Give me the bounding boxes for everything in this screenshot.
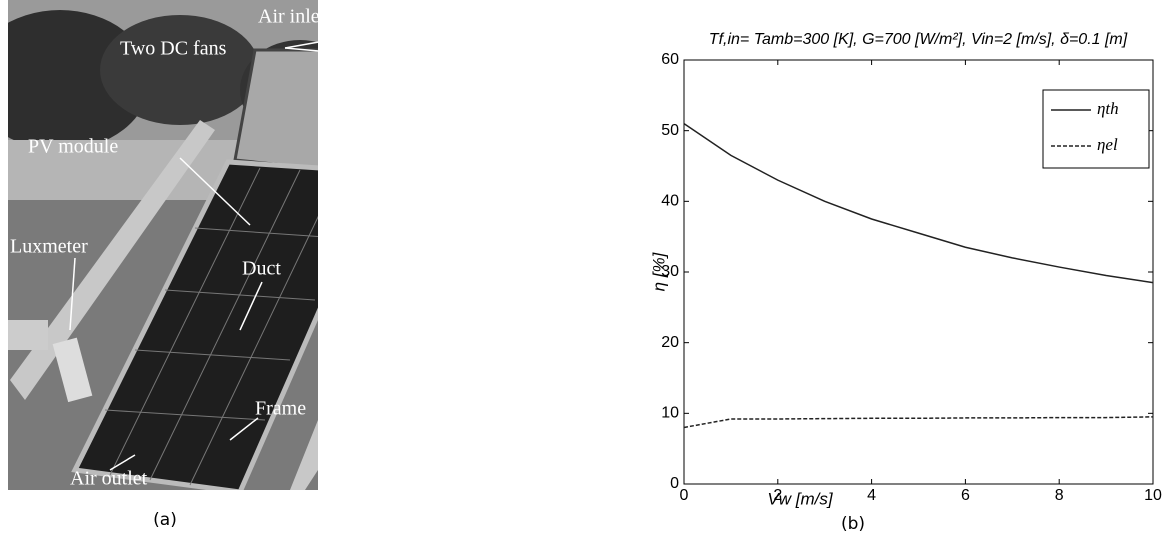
y-tick-label: 30 bbox=[661, 263, 679, 280]
x-tick-label: 10 bbox=[1144, 487, 1162, 504]
y-tick-label: 0 bbox=[670, 475, 679, 492]
x-tick-label: 6 bbox=[961, 487, 970, 504]
y-axis-label: η [%] bbox=[649, 251, 668, 291]
caption: (b) bbox=[841, 514, 865, 534]
x-tick-label: 2 bbox=[773, 487, 782, 504]
photo-label: Air outlet bbox=[70, 468, 148, 490]
y-tick-label: 60 bbox=[661, 51, 679, 68]
leader-lines bbox=[69, 39, 331, 471]
series-line bbox=[683, 416, 1154, 429]
y-tick-label: 50 bbox=[661, 122, 679, 139]
x-axis-label: Vw [m/s] bbox=[767, 489, 833, 508]
photo-label: Frame bbox=[255, 398, 306, 420]
y-tick-label: 40 bbox=[661, 193, 679, 210]
legend-label: ηth bbox=[1097, 99, 1119, 118]
chart-title: Tf,in= Tamb=300 [K], G=700 [W/m²], Vin=2… bbox=[709, 31, 1128, 48]
caption: (a) bbox=[153, 510, 177, 530]
photo-label: Air inlet bbox=[258, 6, 326, 28]
y-tick-label: 10 bbox=[661, 405, 679, 422]
series-line bbox=[683, 122, 1154, 284]
x-tick-label: 0 bbox=[680, 487, 689, 504]
photo-label: Two DC fans bbox=[120, 38, 227, 60]
legend-box bbox=[1042, 89, 1150, 169]
y-tick-label: 20 bbox=[661, 334, 679, 351]
x-tick-label: 4 bbox=[867, 487, 876, 504]
x-tick-label: 8 bbox=[1055, 487, 1064, 504]
photo-label: PV module bbox=[28, 136, 118, 158]
photo-label: Luxmeter bbox=[10, 236, 88, 258]
photo-label: Duct bbox=[242, 258, 281, 280]
photo bbox=[8, 0, 318, 490]
legend-label: ηel bbox=[1097, 135, 1118, 154]
